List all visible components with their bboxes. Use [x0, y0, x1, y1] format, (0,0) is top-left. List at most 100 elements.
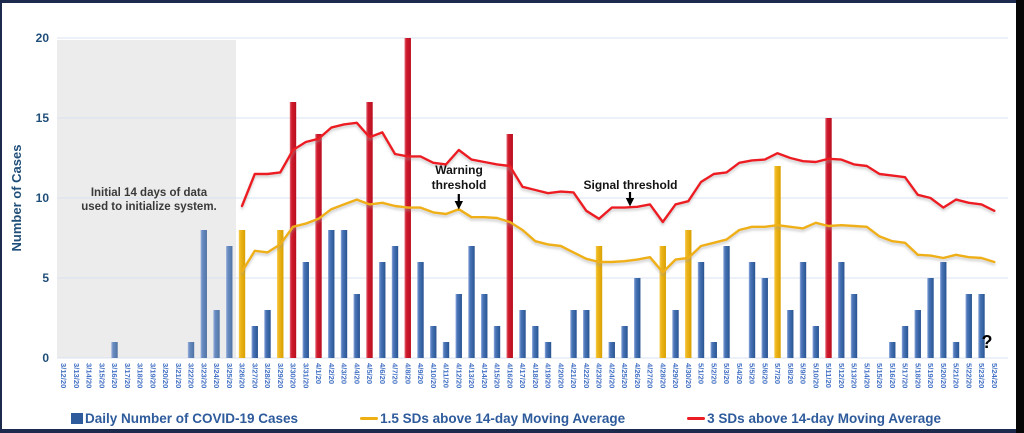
bar	[697, 262, 705, 358]
x-tick-label: 4/15/20	[493, 363, 502, 388]
x-tick-label: 4/3/20	[340, 363, 349, 384]
legend-label-signal-line: 3 SDs above 14-day Moving Average	[707, 411, 942, 426]
bar	[927, 278, 934, 358]
x-tick-label: 3/19/20	[148, 363, 157, 388]
x-tick-label: 3/26/20	[238, 363, 247, 388]
bar	[289, 102, 297, 358]
x-tick-label: 5/12/20	[837, 363, 846, 388]
bar	[761, 278, 768, 358]
x-tick-label: 4/6/20	[378, 363, 387, 384]
bar	[519, 310, 526, 358]
x-tick-label: 4/14/20	[480, 363, 489, 388]
bar	[621, 326, 628, 358]
bar-series-marker-icon	[70, 413, 83, 424]
bar	[532, 326, 539, 358]
x-tick-label: 4/11/20	[442, 363, 451, 388]
frame-border-left	[0, 0, 2, 433]
bar	[251, 326, 258, 358]
x-tick-label: 4/13/20	[467, 363, 476, 388]
x-tick-label: 5/3/20	[722, 363, 731, 384]
x-tick-label: 3/23/20	[199, 363, 208, 388]
legend-item-daily-cases: Daily Number of COVID-19 Cases	[70, 411, 299, 426]
initialization-note: Initial 14 days of data used to initiali…	[58, 186, 240, 214]
bar	[404, 38, 411, 358]
bar	[481, 294, 488, 358]
y-tick-label: 10	[36, 191, 50, 205]
bar	[493, 326, 501, 358]
bar	[634, 278, 641, 358]
x-tick-label: 4/23/20	[595, 363, 604, 388]
bar	[710, 342, 717, 358]
x-tick-label: 5/7/20	[773, 363, 782, 384]
signal-threshold-label: Signal threshold	[583, 178, 678, 192]
x-tick-label: 5/10/20	[811, 363, 820, 388]
x-tick-label: 3/22/20	[187, 363, 196, 388]
x-tick-label: 3/28/20	[263, 363, 272, 388]
bar	[940, 262, 947, 358]
x-tick-label: 3/15/20	[97, 363, 106, 388]
bar	[570, 310, 577, 358]
bar	[978, 294, 985, 358]
bar	[417, 262, 424, 358]
warning-threshold-line	[240, 198, 996, 274]
bar	[812, 326, 819, 358]
x-tick-label: 3/24/20	[212, 363, 221, 388]
x-tick-label: 5/20/20	[939, 363, 948, 388]
y-tick-label: 0	[42, 351, 49, 365]
x-tick-label: 5/8/20	[786, 363, 795, 384]
bar	[748, 262, 756, 358]
legend-item-warning-line: 1.5 SDs above 14-day Moving Average	[360, 411, 625, 426]
x-tick-label: 5/21/20	[952, 363, 961, 388]
x-tick-label: 3/21/20	[174, 363, 183, 388]
y-axis-title: Number of Cases	[9, 145, 24, 252]
bar	[799, 262, 807, 358]
bar	[659, 246, 666, 358]
x-tick-label: 4/5/20	[365, 363, 374, 384]
bar	[914, 310, 921, 358]
warning-threshold-arrow-icon	[454, 194, 463, 210]
bar	[200, 230, 207, 358]
x-tick-label: 3/14/20	[85, 363, 94, 388]
frame-border-bottom	[0, 429, 1016, 433]
legend: Daily Number of COVID-19 Cases 1.5 SDs a…	[0, 411, 1012, 426]
x-tick-label: 5/22/20	[964, 363, 973, 388]
bar	[328, 230, 335, 358]
x-tick-label: 3/25/20	[225, 363, 234, 388]
x-tick-label: 4/20/20	[556, 363, 565, 388]
bar	[264, 310, 271, 358]
legend-label-daily-cases: Daily Number of COVID-19 Cases	[84, 411, 299, 426]
bar	[315, 134, 322, 358]
warning-threshold-label-line2: threshold	[431, 177, 487, 192]
x-tick-label: 3/16/20	[110, 363, 119, 388]
warning-line-marker-icon	[360, 417, 379, 420]
x-tick-label: 4/22/20	[582, 363, 591, 388]
y-tick-label: 15	[36, 111, 50, 125]
bar	[391, 246, 399, 358]
bar	[277, 230, 284, 358]
frame-border-top	[0, 0, 1016, 3]
x-tick-label: 4/17/20	[518, 363, 527, 388]
bar	[723, 246, 730, 358]
bar	[302, 262, 309, 358]
x-tick-label: 5/19/20	[926, 363, 935, 388]
x-tick-label: 3/17/20	[123, 363, 132, 388]
bar	[379, 262, 386, 358]
y-tick-label: 20	[36, 31, 50, 45]
bar	[213, 310, 220, 358]
x-tick-label: 3/13/20	[72, 363, 81, 388]
x-tick-label: 5/11/20	[824, 363, 833, 388]
x-tick-label: 3/12/20	[59, 363, 68, 388]
x-tick-label: 4/27/20	[646, 363, 655, 388]
x-tick-label: 5/1/20	[697, 363, 706, 384]
x-tick-label: 3/30/20	[289, 363, 298, 388]
x-tick-label: 3/27/20	[250, 363, 259, 388]
bar	[838, 262, 845, 358]
x-tick-label: 5/15/20	[875, 363, 884, 388]
bar	[672, 310, 679, 358]
bar	[685, 230, 692, 358]
bar	[430, 326, 437, 358]
legend-item-signal-line: 3 SDs above 14-day Moving Average	[687, 411, 941, 426]
x-tick-label: 5/23/20	[977, 363, 986, 388]
x-tick-label: 5/14/20	[862, 363, 871, 388]
